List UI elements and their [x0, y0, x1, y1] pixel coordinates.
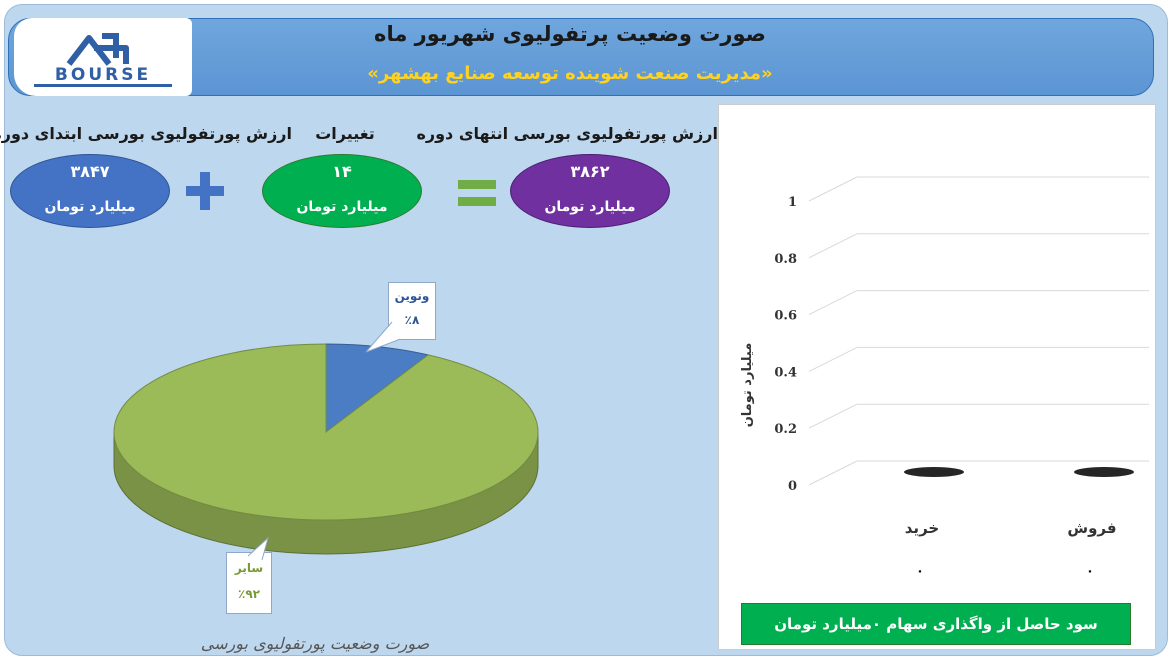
- equals-icon: [458, 180, 496, 206]
- pie-label-other-pct: ٪۹۲: [238, 587, 260, 601]
- end-value: ۳۸۶۲: [570, 162, 610, 181]
- bar-data-label-0: ۰: [916, 564, 924, 579]
- sales-profit-caption: سود حاصل از واگذاری سهام ۰میلیارد تومان: [741, 603, 1131, 645]
- grid-diag-1: [808, 403, 858, 429]
- plus-icon: [186, 172, 224, 210]
- bourse24-logo: BOURSE: [14, 18, 192, 96]
- logo-graphic: BOURSE: [34, 33, 172, 87]
- start-unit: میلیارد تومان: [44, 199, 136, 215]
- end-unit: میلیارد تومان: [544, 199, 636, 215]
- header-banner: [8, 18, 1154, 96]
- category-label-0: خرید: [905, 519, 939, 537]
- bar-top-1: [1074, 467, 1134, 477]
- start-value-ellipse: ۳۸۴۷ میلیارد تومان: [10, 154, 170, 228]
- pie-chart-title: صورت وضعیت پورتفولیوی بورسی: [200, 634, 430, 653]
- start-value: ۳۸۴۷: [70, 162, 110, 181]
- grid-diag-3: [808, 290, 858, 316]
- page-subtitle: «مدیریت صنعت شوینده توسعه صنایع بهشهر»: [367, 63, 773, 84]
- category-label-1: فروش: [1067, 519, 1116, 537]
- sales-profit-panel: 0 0.2 0.4 0.6 0.8 1 خرید فروش ۰ ۰ میلیارد تومان…: [718, 104, 1156, 650]
- end-value-ellipse: ۳۸۶۲ میلیارد تومان: [510, 154, 670, 228]
- grid-diag-2: [808, 346, 858, 372]
- pie-label-other-name: سایر: [234, 561, 264, 575]
- bar-top-0: [904, 467, 964, 477]
- page-title: صورت وضعیت پرتفولیوی شهریور ماه: [374, 22, 766, 46]
- y-tick-label-5: 1: [788, 195, 797, 210]
- y-tick-label-4: 0.8: [774, 252, 797, 267]
- y-tick-label-2: 0.4: [774, 365, 797, 380]
- chart-y-axis-label: میلیارد تومان: [740, 343, 755, 428]
- y-tick-label-1: 0.2: [774, 422, 797, 437]
- grid-diag-4: [808, 233, 858, 259]
- logo-text: BOURSE: [55, 65, 151, 85]
- grid-diag-0: [808, 460, 858, 486]
- pie-callout-vanovin: ونوین ٪۸: [388, 282, 436, 340]
- change-value-ellipse: ۱۴ میلیارد تومان: [262, 154, 422, 228]
- change-value: ۱۴: [332, 162, 352, 181]
- change-unit: میلیارد تومان: [296, 199, 388, 215]
- start-value-label: ارزش پورتفولیوی بورسی ابتدای دوره: [0, 124, 292, 143]
- y-tick-label-0: 0: [788, 479, 797, 494]
- grid-diag-5: [808, 176, 858, 202]
- pie-slice-1: [113, 343, 539, 521]
- change-value-label: تغییرات: [315, 124, 375, 143]
- pie-label-vanovin-name: ونوین: [394, 289, 430, 303]
- pie-callout-other: سایر ٪۹۲: [226, 552, 272, 614]
- end-value-label: ارزش پورتفولیوی بورسی انتهای دوره: [416, 124, 718, 143]
- portfolio-pie-chart: [113, 343, 539, 555]
- y-tick-label-3: 0.6: [774, 309, 797, 324]
- sales-profit-chart: 0 0.2 0.4 0.6 0.8 1 خرید فروش ۰ ۰ میلیارد تومان: [740, 176, 1149, 579]
- pie-label-vanovin-pct: ٪۸: [404, 313, 420, 327]
- bar-data-label-1: ۰: [1086, 564, 1094, 579]
